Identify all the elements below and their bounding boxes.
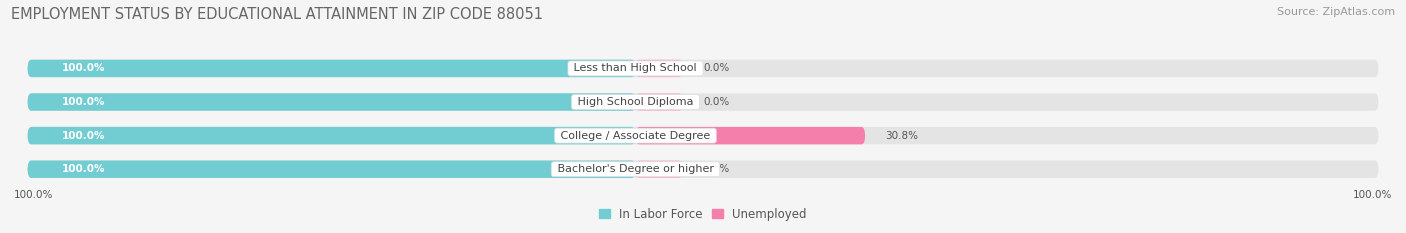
FancyBboxPatch shape <box>28 161 1378 178</box>
Text: 100.0%: 100.0% <box>1353 190 1392 200</box>
Text: Source: ZipAtlas.com: Source: ZipAtlas.com <box>1277 7 1395 17</box>
Text: 0.0%: 0.0% <box>703 164 730 174</box>
Text: 0.0%: 0.0% <box>703 63 730 73</box>
Text: EMPLOYMENT STATUS BY EDUCATIONAL ATTAINMENT IN ZIP CODE 88051: EMPLOYMENT STATUS BY EDUCATIONAL ATTAINM… <box>11 7 543 22</box>
Text: Bachelor's Degree or higher: Bachelor's Degree or higher <box>554 164 717 174</box>
FancyBboxPatch shape <box>28 127 1378 144</box>
FancyBboxPatch shape <box>636 161 683 178</box>
FancyBboxPatch shape <box>28 161 636 178</box>
Text: 100.0%: 100.0% <box>62 63 105 73</box>
Text: 100.0%: 100.0% <box>62 164 105 174</box>
FancyBboxPatch shape <box>28 93 636 111</box>
Text: Less than High School: Less than High School <box>571 63 700 73</box>
FancyBboxPatch shape <box>28 60 636 77</box>
Text: 100.0%: 100.0% <box>62 97 105 107</box>
Text: 0.0%: 0.0% <box>703 97 730 107</box>
Text: 100.0%: 100.0% <box>62 131 105 141</box>
Text: 100.0%: 100.0% <box>14 190 53 200</box>
FancyBboxPatch shape <box>636 93 683 111</box>
Legend: In Labor Force, Unemployed: In Labor Force, Unemployed <box>595 203 811 226</box>
FancyBboxPatch shape <box>28 60 1378 77</box>
FancyBboxPatch shape <box>636 127 865 144</box>
FancyBboxPatch shape <box>636 60 683 77</box>
Text: High School Diploma: High School Diploma <box>574 97 697 107</box>
Text: College / Associate Degree: College / Associate Degree <box>557 131 714 141</box>
FancyBboxPatch shape <box>28 127 636 144</box>
FancyBboxPatch shape <box>28 93 1378 111</box>
Text: 30.8%: 30.8% <box>886 131 918 141</box>
